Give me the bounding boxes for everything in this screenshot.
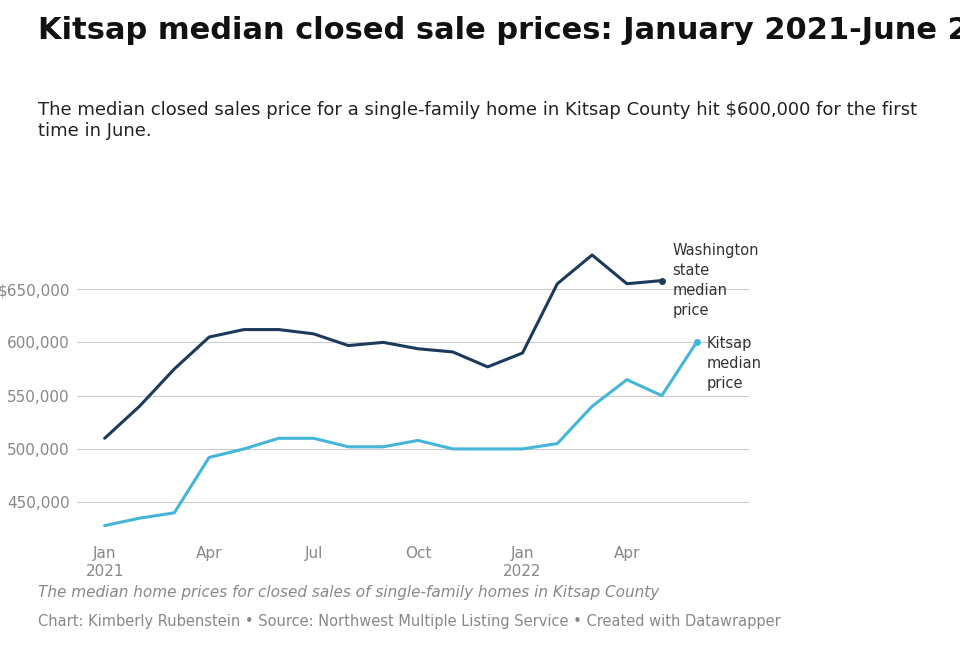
Text: The median home prices for closed sales of single-family homes in Kitsap County: The median home prices for closed sales … <box>38 585 660 600</box>
Text: Chart: Kimberly Rubenstein • Source: Northwest Multiple Listing Service • Create: Chart: Kimberly Rubenstein • Source: Nor… <box>38 614 781 629</box>
Text: The median closed sales price for a single-family home in Kitsap County hit $600: The median closed sales price for a sing… <box>38 101 918 140</box>
Text: Kitsap
median
price: Kitsap median price <box>707 337 762 391</box>
Text: Kitsap median closed sale prices: January 2021-June 2022: Kitsap median closed sale prices: Januar… <box>38 16 960 46</box>
Text: Washington
state
median
price: Washington state median price <box>672 243 758 318</box>
